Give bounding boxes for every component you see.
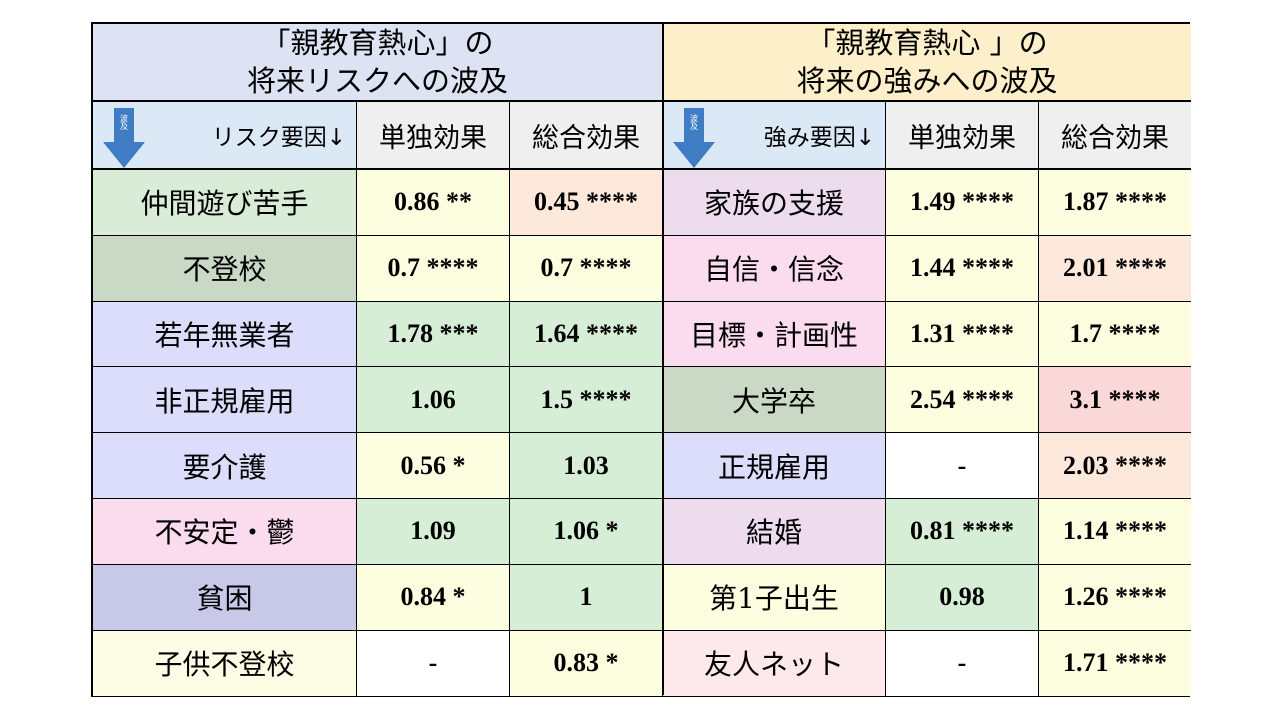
arrow-label: 波及 <box>689 114 699 130</box>
left-title: 「親教育熱心」の 将来リスクへの波及 <box>93 24 663 102</box>
strength-solo-value: 0.98 <box>886 564 1039 631</box>
risk-factor-label: 貧困 <box>93 564 357 631</box>
risk-solo-value: 1.06 <box>357 367 510 434</box>
risk-factor-label: 不安定・鬱 <box>93 499 357 565</box>
right-title-line: 「親教育熱心 」の <box>806 26 1048 60</box>
risk-solo-value: 1.09 <box>357 499 510 565</box>
strength-total-value: 2.01 **** <box>1039 235 1191 302</box>
header-factor-label: リスク要因↓ <box>211 125 346 151</box>
strength-total-value: 2.03 **** <box>1039 433 1191 499</box>
risk-factor-label: 不登校 <box>93 235 357 302</box>
left-header-factor: リスク要因↓ 波及 <box>93 102 357 170</box>
strength-total-value: 1.71 **** <box>1039 630 1191 697</box>
down-arrow-icon: 波及 <box>101 108 147 170</box>
center-divider <box>662 24 664 695</box>
risk-total-value: 1.64 **** <box>510 301 663 368</box>
header-factor-label: 強み要因↓ <box>763 125 875 151</box>
strength-solo-value: 1.49 **** <box>886 170 1039 236</box>
risk-factor-label: 要介護 <box>93 433 357 499</box>
strength-total-value: 1.26 **** <box>1039 564 1191 631</box>
strength-solo-value: 2.54 **** <box>886 367 1039 434</box>
risk-solo-value: 1.78 *** <box>357 301 510 368</box>
strength-solo-value: 0.81 **** <box>886 499 1039 565</box>
risk-solo-value: 0.56 * <box>357 433 510 499</box>
strength-factor-label: 友人ネット <box>663 630 886 697</box>
strength-factor-label: 正規雇用 <box>663 433 886 499</box>
risk-total-value: 1.06 * <box>510 499 663 565</box>
strength-factor-label: 家族の支援 <box>663 170 886 236</box>
risk-total-value: 0.83 * <box>510 630 663 697</box>
risk-factor-label: 非正規雇用 <box>93 367 357 434</box>
down-arrow-icon: 波及 <box>671 108 717 170</box>
risk-solo-value: 0.7 **** <box>357 235 510 302</box>
strength-total-value: 1.87 **** <box>1039 170 1191 236</box>
left-header-solo: 単独効果 <box>357 102 510 170</box>
risk-solo-value: - <box>357 630 510 697</box>
left-title-line: 「親教育熱心」の <box>261 26 494 60</box>
strength-total-value: 1.7 **** <box>1039 301 1191 368</box>
right-header-solo: 単独効果 <box>886 102 1039 170</box>
risk-solo-value: 0.86 ** <box>357 170 510 236</box>
strength-solo-value: 1.44 **** <box>886 235 1039 302</box>
strength-factor-label: 第1子出生 <box>663 564 886 631</box>
risk-factor-label: 仲間遊び苦手 <box>93 170 357 236</box>
strength-solo-value: - <box>886 433 1039 499</box>
left-header-total: 総合効果 <box>510 102 663 170</box>
risk-factor-label: 若年無業者 <box>93 301 357 368</box>
comparison-table: 「親教育熱心」の 将来リスクへの波及 「親教育熱心 」の 将来の強みへの波及 リスク要因… <box>91 22 1191 697</box>
arrow-label: 波及 <box>119 114 129 130</box>
risk-solo-value: 0.84 * <box>357 564 510 631</box>
risk-total-value: 1.5 **** <box>510 367 663 434</box>
risk-total-value: 1.03 <box>510 433 663 499</box>
left-title-line: 将来リスクへの波及 <box>246 64 508 98</box>
risk-total-value: 0.45 **** <box>510 170 663 236</box>
risk-factor-label: 子供不登校 <box>93 630 357 697</box>
strength-total-value: 1.14 **** <box>1039 499 1191 565</box>
strength-solo-value: 1.31 **** <box>886 301 1039 368</box>
strength-factor-label: 大学卒 <box>663 367 886 434</box>
right-header-factor: 強み要因↓ 波及 <box>663 102 886 170</box>
right-title-line: 将来の強みへの波及 <box>796 64 1058 98</box>
strength-factor-label: 結婚 <box>663 499 886 565</box>
risk-total-value: 0.7 **** <box>510 235 663 302</box>
risk-total-value: 1 <box>510 564 663 631</box>
strength-factor-label: 自信・信念 <box>663 235 886 302</box>
right-title: 「親教育熱心 」の 将来の強みへの波及 <box>663 24 1191 102</box>
right-header-total: 総合効果 <box>1039 102 1191 170</box>
strength-factor-label: 目標・計画性 <box>663 301 886 368</box>
strength-total-value: 3.1 **** <box>1039 367 1191 434</box>
strength-solo-value: - <box>886 630 1039 697</box>
